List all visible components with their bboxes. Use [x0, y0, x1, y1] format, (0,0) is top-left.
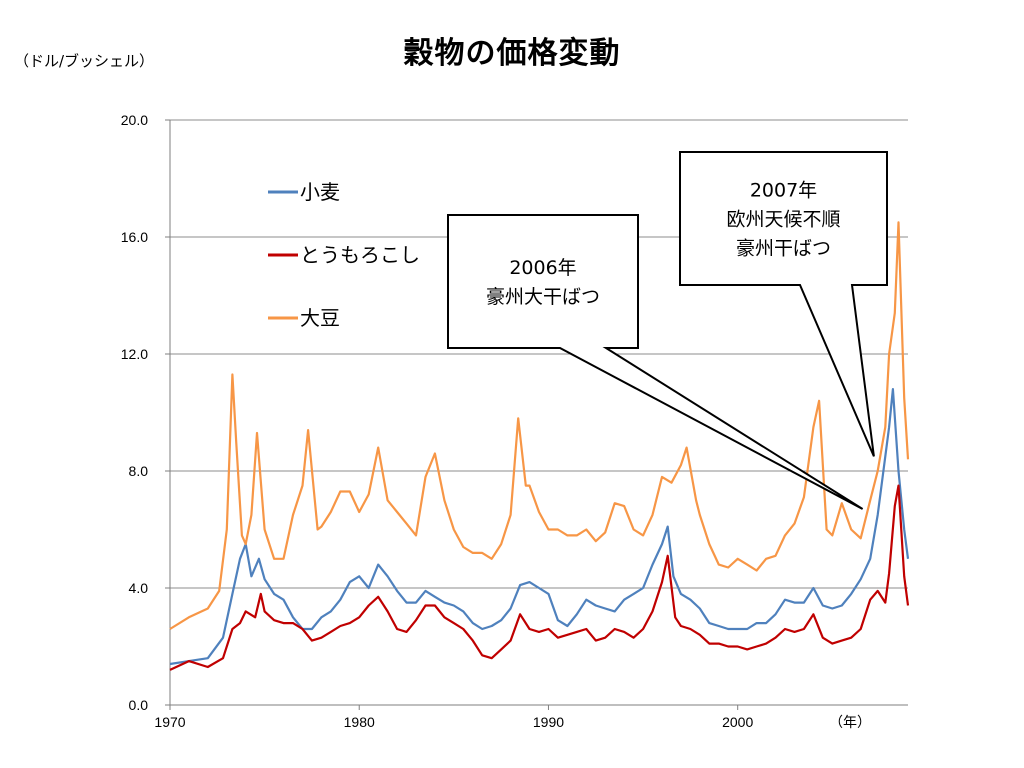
x-tick-label: 2000	[722, 714, 753, 730]
legend-label-1: とうもろこし	[300, 243, 420, 267]
callout-text-0-0: 2006年	[509, 257, 576, 279]
y-tick-label: 0.0	[129, 697, 149, 713]
chart-title: 穀物の価格変動	[403, 36, 621, 71]
y-tick-label: 8.0	[129, 463, 149, 479]
y-tick-label: 20.0	[121, 112, 148, 128]
callout-text-0-1: 豪州大干ばつ	[486, 286, 600, 308]
legend-label-2: 大豆	[300, 306, 340, 330]
series-line-0	[169, 388, 910, 666]
y-axis-unit-label: （ドル/ブッシェル）	[14, 52, 155, 70]
series-line-2	[169, 221, 910, 630]
legend-label-0: 小麦	[300, 180, 340, 204]
x-tick-label: 1970	[154, 714, 185, 730]
y-tick-label: 4.0	[129, 580, 149, 596]
callout-text-1-2: 豪州干ばつ	[736, 238, 831, 260]
x-tick-label: 1990	[533, 714, 564, 730]
x-tick-label: 1980	[344, 714, 375, 730]
callout-text-1-0: 2007年	[750, 180, 817, 202]
series-line-1	[169, 484, 910, 671]
series-lines	[169, 221, 910, 671]
callout-text-1-1: 欧州天候不順	[726, 209, 840, 231]
x-tick-labels: 1970 1980 1990 2000 （年）	[154, 714, 871, 730]
callout-bubble-0	[447, 214, 864, 510]
callout-bubble-1	[679, 151, 888, 457]
y-tick-labels: 0.0 4.0 8.0 12.0 16.0 20.0	[121, 112, 148, 713]
x-axis-unit-label: （年）	[829, 714, 871, 730]
axes	[165, 119, 908, 710]
y-tick-label: 12.0	[121, 346, 148, 362]
y-tick-label: 16.0	[121, 229, 148, 245]
